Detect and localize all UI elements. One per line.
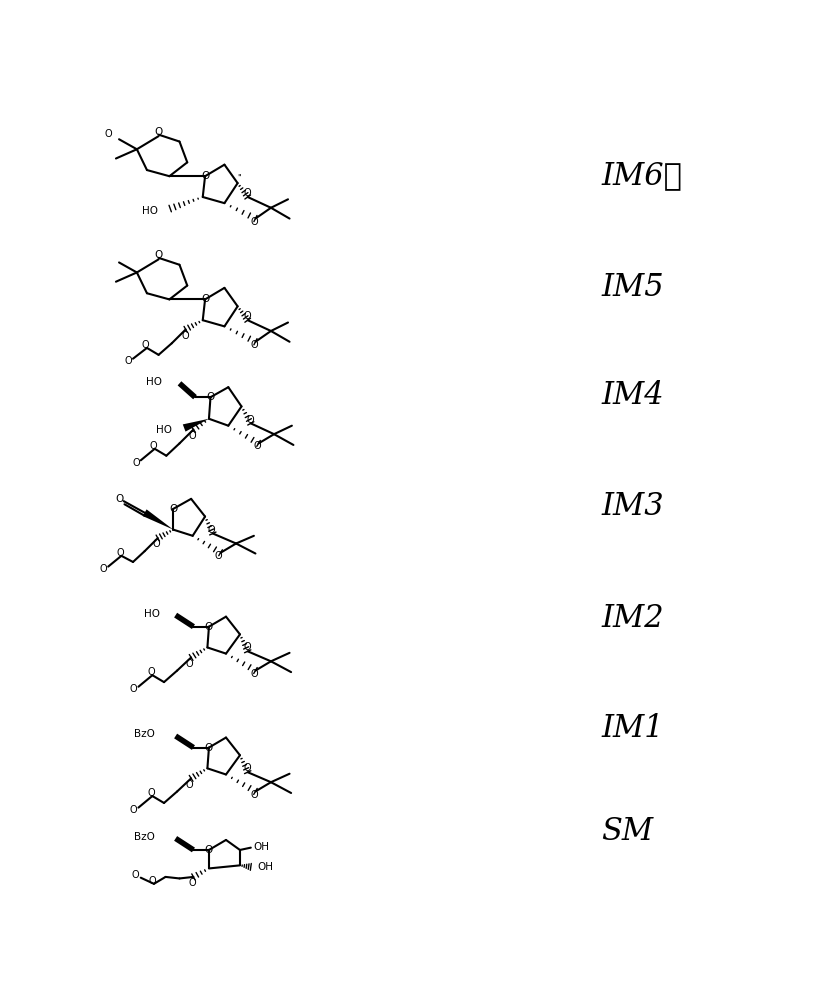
Text: O: O <box>147 667 155 677</box>
Text: O: O <box>149 876 156 886</box>
Text: BzO: BzO <box>134 729 155 739</box>
Text: O: O <box>250 340 258 350</box>
Text: IM1: IM1 <box>601 713 664 744</box>
Text: O: O <box>243 763 251 773</box>
Text: HO: HO <box>144 609 160 619</box>
Text: IM3: IM3 <box>601 491 664 522</box>
Text: O: O <box>188 431 196 441</box>
Text: O: O <box>100 564 108 574</box>
Text: O: O <box>147 788 155 798</box>
Text: OH: OH <box>253 842 269 852</box>
Text: O: O <box>115 494 123 504</box>
Text: O: O <box>153 539 160 549</box>
Text: O: O <box>125 356 132 366</box>
Text: OH: OH <box>257 862 273 872</box>
Text: O: O <box>205 845 213 855</box>
Text: O: O <box>205 743 213 753</box>
Text: O: O <box>130 684 138 694</box>
Text: O: O <box>131 870 140 880</box>
Text: O: O <box>205 622 213 632</box>
Text: O: O <box>116 548 124 558</box>
Text: O: O <box>186 659 193 669</box>
Text: HO: HO <box>156 425 171 435</box>
Text: O: O <box>169 504 177 514</box>
Text: O: O <box>250 669 258 679</box>
Polygon shape <box>183 419 209 432</box>
Text: O: O <box>149 441 157 451</box>
Text: IM4: IM4 <box>601 380 664 411</box>
Text: HO: HO <box>142 206 157 216</box>
Text: O: O <box>154 250 162 260</box>
Text: O: O <box>243 311 251 321</box>
Text: IM6。: IM6。 <box>601 160 682 191</box>
Text: O: O <box>215 551 222 561</box>
Text: ": " <box>237 174 242 183</box>
Text: O: O <box>206 392 215 402</box>
Text: IM2: IM2 <box>601 603 664 634</box>
Text: O: O <box>250 790 258 800</box>
Text: O: O <box>201 171 209 181</box>
Text: O: O <box>181 331 188 341</box>
Text: O: O <box>246 415 254 425</box>
Text: O: O <box>130 805 138 815</box>
Text: O: O <box>188 878 196 888</box>
Text: O: O <box>104 129 112 139</box>
Text: O: O <box>201 294 209 304</box>
Text: O: O <box>186 780 193 790</box>
Text: O: O <box>132 458 140 468</box>
Polygon shape <box>143 509 173 530</box>
Text: O: O <box>253 441 261 451</box>
Text: O: O <box>142 340 149 350</box>
Text: BzO: BzO <box>134 832 155 842</box>
Text: O: O <box>243 642 251 652</box>
Text: O: O <box>207 525 215 535</box>
Text: O: O <box>154 127 162 137</box>
Text: O: O <box>243 188 251 198</box>
Text: SM: SM <box>601 816 654 847</box>
Text: IM5: IM5 <box>601 272 664 303</box>
Text: O: O <box>250 217 258 227</box>
Text: HO: HO <box>146 377 162 387</box>
